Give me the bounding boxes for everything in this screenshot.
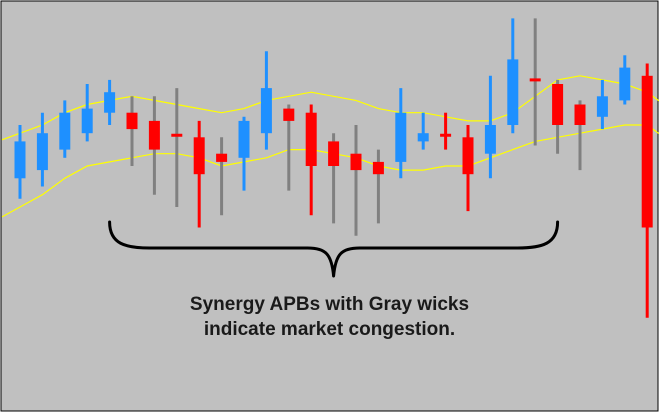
candle-body — [350, 153, 362, 171]
candle-body — [372, 161, 384, 175]
candle-body — [641, 75, 653, 228]
candle-body — [171, 133, 183, 137]
candle-body — [36, 133, 48, 171]
candle-body — [395, 112, 407, 162]
candle-body — [507, 59, 519, 125]
candle-body — [619, 67, 631, 101]
candle-body — [574, 104, 586, 125]
candle-body — [126, 112, 138, 130]
candle-body — [238, 120, 250, 158]
candle-body — [193, 137, 205, 175]
annotation-line-1: Synergy APBs with Gray wicks — [189, 294, 470, 315]
candle-body — [81, 108, 93, 134]
candle-body — [283, 108, 295, 121]
candle-body — [417, 133, 429, 142]
candle-body — [104, 92, 116, 113]
candle-body — [529, 78, 541, 82]
candle-body — [552, 84, 564, 125]
candle-body — [328, 141, 340, 166]
candles-layer — [14, 18, 653, 318]
candle-body — [14, 141, 26, 179]
band-lower-line — [1, 124, 659, 218]
candle-body — [148, 120, 160, 150]
annotation-line-2: indicate market congestion. — [203, 319, 456, 340]
candle-body — [440, 133, 452, 137]
candle-body — [59, 112, 71, 150]
congestion-brace — [108, 220, 560, 278]
candle-body — [462, 137, 474, 175]
annotation-text: Synergy APBs with Gray wicks indicate ma… — [0, 292, 659, 342]
candle-body — [484, 125, 496, 154]
candle-body — [305, 112, 317, 166]
candle-body — [216, 153, 228, 162]
candle-body — [260, 88, 272, 134]
candle-body — [596, 96, 608, 117]
